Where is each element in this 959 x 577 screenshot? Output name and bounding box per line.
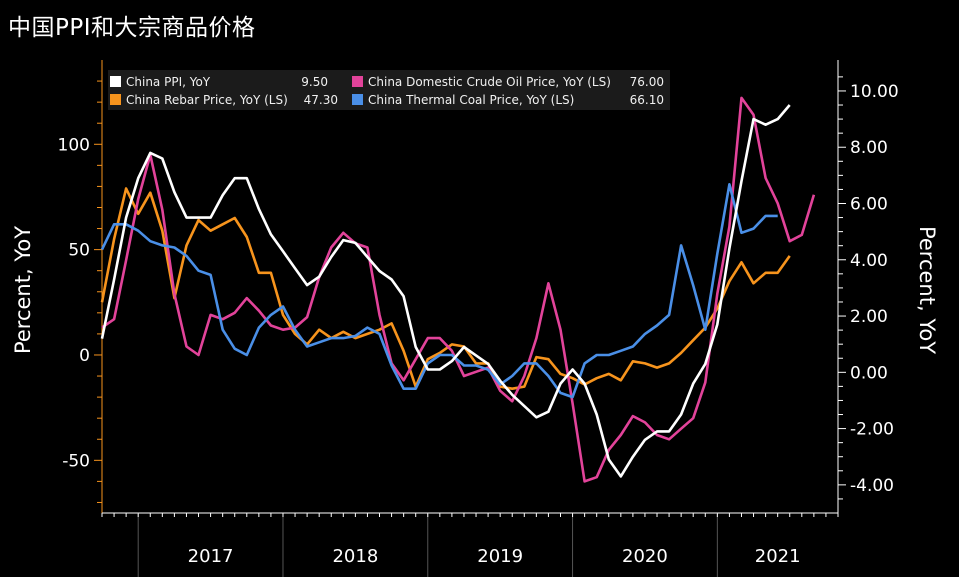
y-right-tick-label: -2.00 — [850, 420, 894, 440]
y-left-tick-label: 100 — [58, 135, 90, 155]
legend-background — [108, 70, 670, 110]
legend-entry-label: China Domestic Crude Oil Price, YoY (LS) — [368, 75, 611, 89]
legend-entry-label: China Thermal Coal Price, YoY (LS) — [368, 93, 574, 107]
y-right-axis-title: Percent, YoY — [915, 226, 939, 354]
x-year-label: 2019 — [477, 546, 523, 567]
series-line-china-thermal-coal-price-yoy-ls — [100, 183, 778, 399]
y-right-tick-label: -4.00 — [850, 476, 894, 496]
legend-entry-value: 76.00 — [630, 75, 664, 89]
y-left-tick-label: -50 — [62, 451, 90, 471]
legend-entry-value: 66.10 — [630, 93, 664, 107]
page-title: 中国PPI和大宗商品价格 — [8, 15, 256, 41]
y-right-tick-label: 6.00 — [850, 194, 888, 214]
chart-axes: 100 50 0 -50 10.00 8.00 6.00 4.00 2.00 0.00 -2.00 -… — [58, 60, 899, 577]
y-right-tick-label: 0.00 — [850, 363, 888, 383]
y-left-tick-label: 50 — [68, 241, 90, 261]
y-right-tick-label: 8.00 — [850, 138, 888, 158]
x-year-label: 2018 — [332, 546, 378, 567]
legend-swatch — [110, 76, 121, 87]
x-year-label: 2021 — [755, 546, 801, 567]
legend-swatch — [352, 94, 363, 105]
series-line-china-ppi-yoy — [100, 104, 791, 478]
x-year-label: 2017 — [188, 546, 234, 567]
legend-entry-value: 47.30 — [304, 93, 338, 107]
legend-entry-value: 9.50 — [301, 75, 328, 89]
y-left-tick-label: 0 — [79, 346, 90, 366]
y-right-tick-label: 10.00 — [850, 82, 899, 102]
x-year-label: 2020 — [622, 546, 668, 567]
series-line-china-rebar-price-yoy-ls — [100, 187, 791, 391]
legend-entry-label: China Rebar Price, YoY (LS) — [126, 93, 288, 107]
y-left-axis-title: Percent, YoY — [11, 226, 35, 354]
chart-legend: China PPI, YoY 9.50 China Rebar Price, YoY… — [108, 70, 670, 110]
legend-entry-label: China PPI, YoY — [126, 75, 211, 89]
chart-series-lines — [100, 96, 816, 483]
legend-swatch — [352, 76, 363, 87]
legend-swatch — [110, 94, 121, 105]
series-line-china-domestic-crude-oil-price-yoy-ls — [101, 96, 816, 483]
y-right-tick-label: 2.00 — [850, 307, 888, 327]
y-right-tick-label: 4.00 — [850, 251, 888, 271]
